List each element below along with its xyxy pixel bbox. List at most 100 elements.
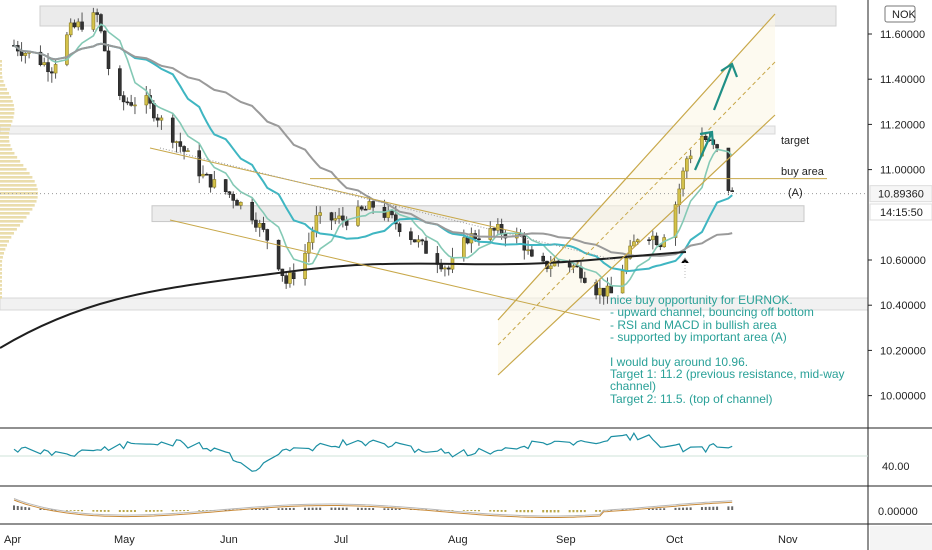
candle-body (635, 239, 640, 243)
time-tick-label: Jun (220, 534, 238, 546)
macd-bar (700, 507, 703, 510)
last-price-tag: 10.89360 (869, 185, 932, 203)
axis-corner (870, 526, 932, 550)
price-tick-label: 11.00000 (880, 165, 925, 177)
candle-body (42, 62, 47, 66)
price-axis: 11.60000 11.40000 11.20000 11.00000 10.60000… (868, 29, 926, 403)
volume-profile-bar (0, 236, 12, 239)
candle-body (129, 102, 133, 106)
macd-bar (557, 510, 560, 513)
candle-body (23, 52, 28, 56)
macd-bar (727, 506, 730, 510)
candle-body (571, 265, 576, 268)
macd-bar (489, 510, 492, 512)
candle-body (170, 117, 175, 143)
macd-bar (160, 510, 163, 512)
candle-body (726, 147, 731, 191)
volume-profile-bar (0, 288, 2, 291)
volume-profile-bar (0, 104, 14, 107)
volume-profile-bar (0, 144, 11, 147)
up-channel-upper (497, 13, 776, 321)
candle-body (412, 239, 417, 243)
macd-bar (288, 507, 291, 510)
macd-bar (81, 510, 84, 512)
macd-bar (598, 510, 601, 512)
buy-area-label: buy area (781, 166, 825, 178)
candle-body (307, 242, 311, 254)
candle-body (632, 241, 636, 247)
candle-body (409, 231, 413, 240)
target-arrows (693, 62, 739, 171)
volume-profile-bar (0, 84, 6, 87)
volume-profile-bar (0, 112, 15, 115)
candle-body (359, 206, 364, 210)
candle-body (144, 95, 149, 106)
note-line: nice buy opportunity for EURNOK. (610, 293, 793, 307)
volume-profile-bar (0, 168, 27, 171)
candle-body (276, 239, 281, 270)
macd-bar (334, 507, 337, 510)
macd-bar (319, 507, 322, 510)
volume-profile-bar (0, 148, 13, 151)
macd-bar (436, 509, 439, 511)
rsi-axis-label: 40.00 (882, 461, 910, 473)
macd-bar (493, 510, 496, 512)
macd-bar (712, 506, 715, 510)
volume-profile-bar (0, 96, 12, 99)
candle-body (715, 144, 719, 149)
note-line: Target 2: 11.5. (top of channel) (610, 391, 773, 406)
macd-bar (149, 510, 152, 512)
macd-bar (530, 510, 533, 513)
macd-bar (580, 510, 582, 513)
candles-group (12, 7, 735, 305)
macd-bar (24, 507, 27, 510)
volume-profile-bar (0, 184, 37, 187)
macd-bar (77, 510, 80, 512)
macd-bar (576, 510, 579, 513)
candle-body (118, 68, 122, 96)
volume-profile-bar (0, 220, 24, 223)
volume-profile-bar (0, 120, 13, 123)
volume-profile-bar (0, 128, 10, 131)
macd-bar (663, 508, 666, 510)
macd-signal-line (13, 499, 733, 518)
volume-profile-bar (0, 64, 2, 67)
candle-body (526, 249, 530, 252)
macd-bar (466, 510, 469, 511)
macd-bar (99, 510, 102, 512)
macd-bar (364, 507, 367, 510)
macd-bar (307, 507, 310, 510)
macd-bar (266, 508, 269, 510)
candle-body (201, 173, 205, 177)
macd-bar (228, 509, 231, 511)
volume-profile-bar (0, 272, 2, 275)
price-tick-label: 11.20000 (880, 119, 925, 131)
macd-bar (28, 507, 31, 510)
macd-line (13, 498, 733, 517)
candle-body (231, 194, 236, 201)
macd-bar (568, 510, 571, 513)
macd-bar (345, 507, 348, 510)
candle-body (647, 239, 651, 242)
down-channel-lower (169, 219, 601, 321)
time-tick-label: Oct (666, 534, 683, 546)
macd-bar (356, 507, 359, 510)
candle-body (91, 12, 96, 30)
candle-body (443, 267, 447, 270)
macd-bar (360, 507, 363, 510)
candle-body (261, 223, 266, 230)
currency-badge: NOK (884, 5, 917, 23)
macd-bar (281, 508, 284, 510)
candle-body (121, 95, 126, 103)
candle-body (303, 252, 307, 280)
rsi-line (13, 431, 733, 472)
candle-body (106, 50, 111, 69)
candle-body (341, 215, 345, 221)
volume-profile-bar (0, 268, 2, 271)
candle-body (522, 235, 527, 251)
macd-bar (372, 508, 375, 510)
candle-body (102, 30, 107, 52)
macd-bar (107, 510, 110, 512)
